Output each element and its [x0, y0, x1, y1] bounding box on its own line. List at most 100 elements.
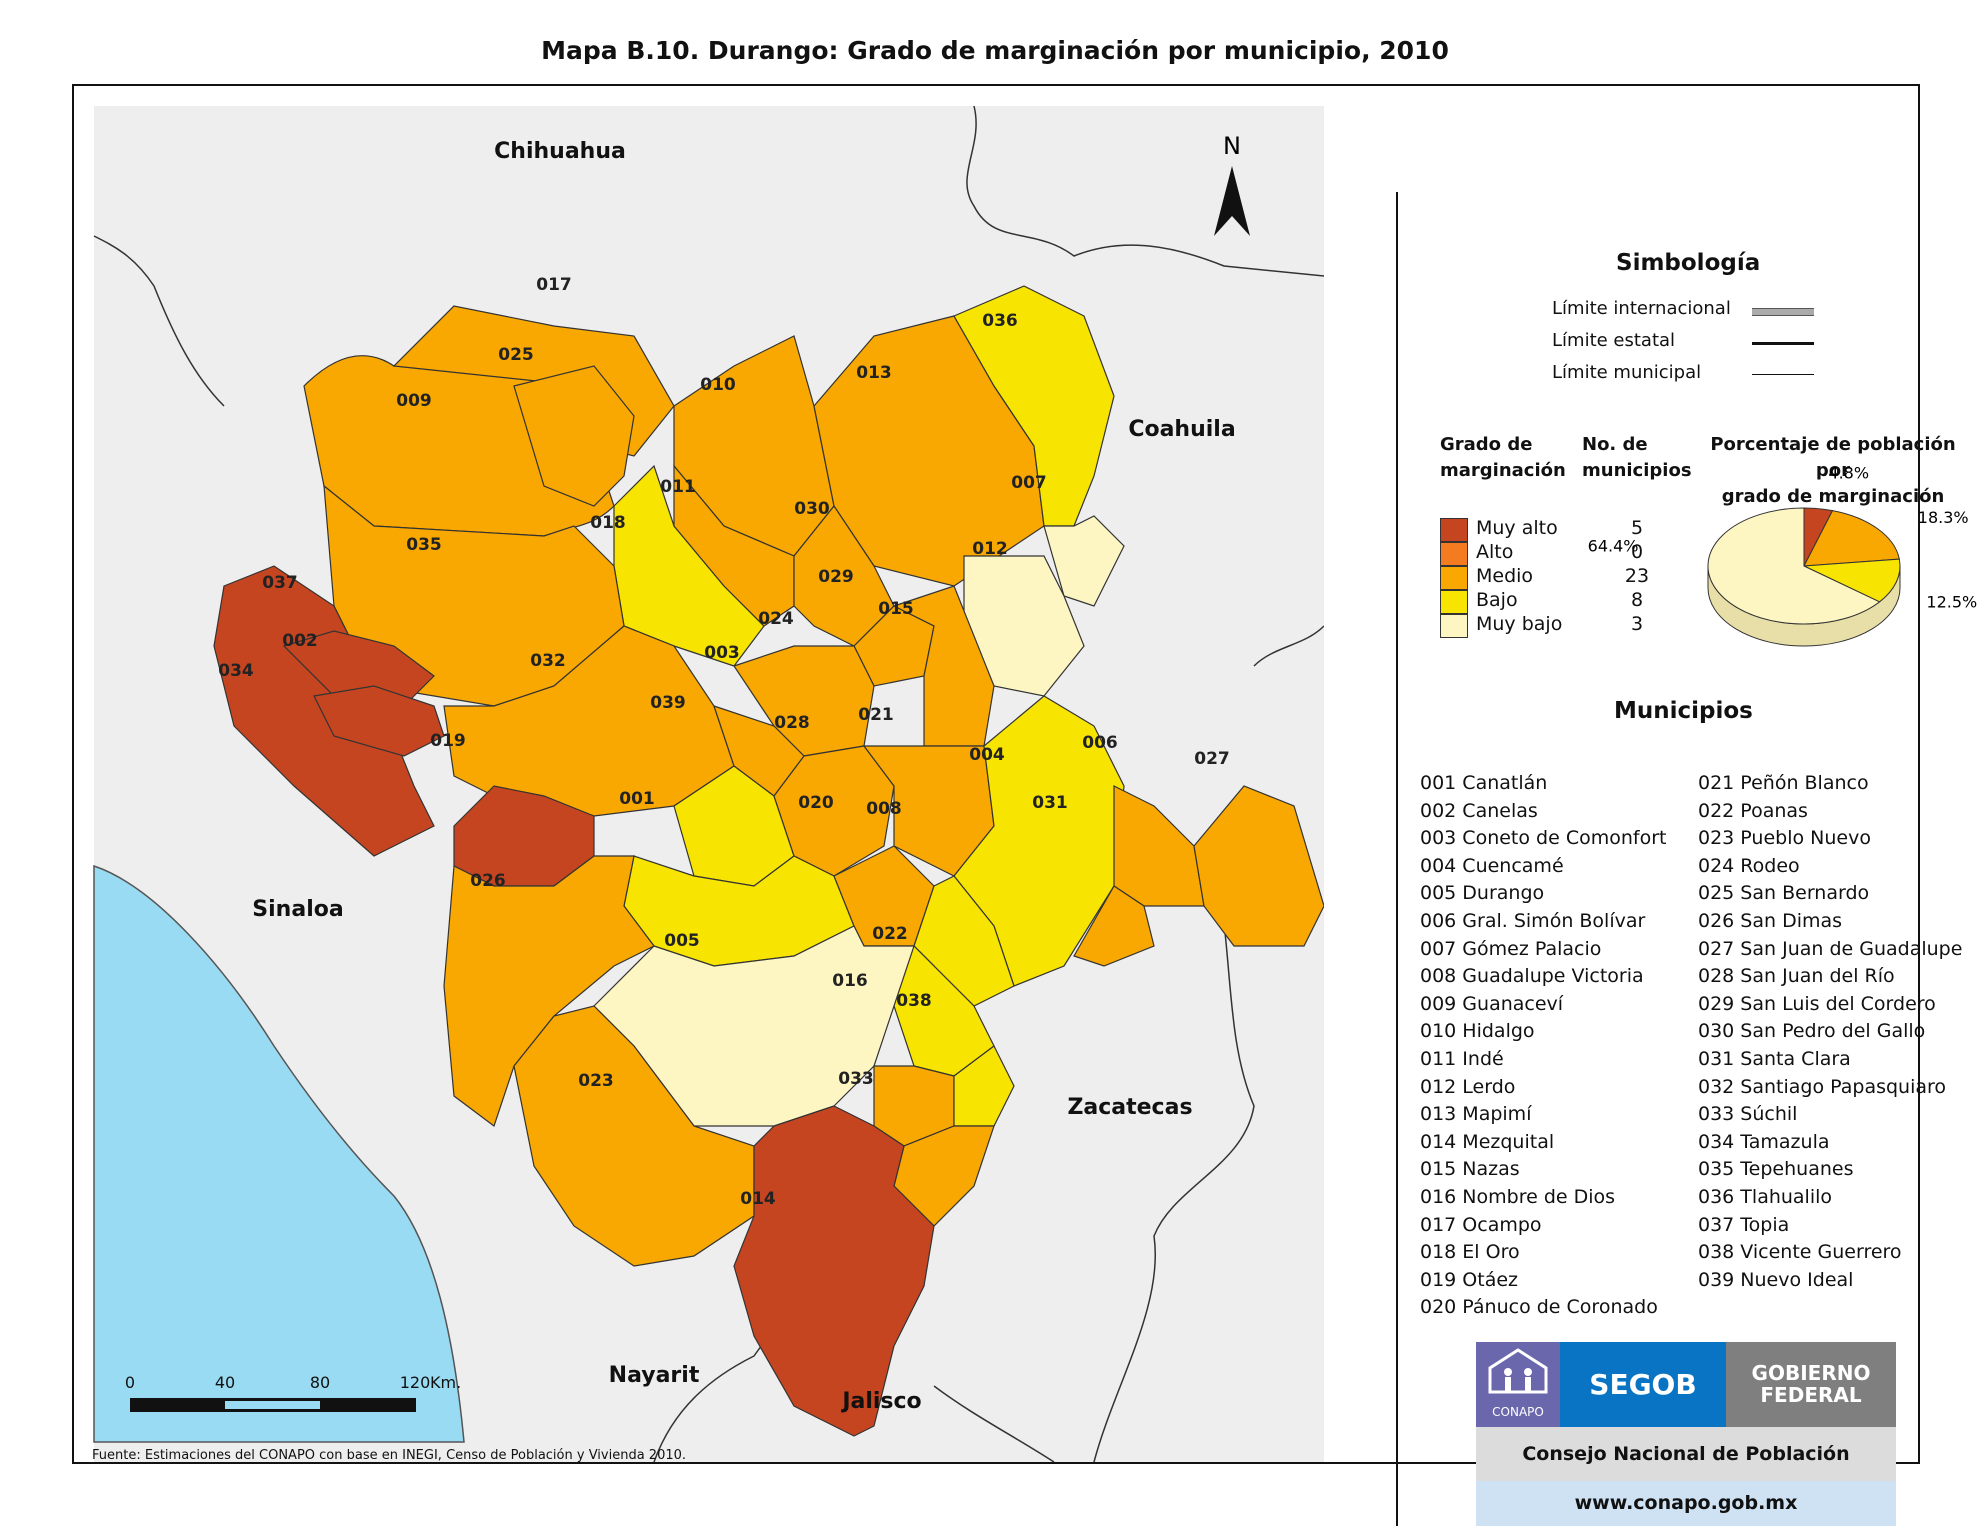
- legend-swatch: [1440, 518, 1468, 542]
- col-grado-header: Grado de marginación: [1440, 432, 1566, 484]
- legend-label: Bajo: [1476, 589, 1518, 611]
- legend-count: 5: [1630, 517, 1644, 539]
- municipio-019: 019 Otáez: [1420, 1268, 1519, 1291]
- municipio-001: 001 Canatlán: [1420, 772, 1548, 794]
- col-no-header: No. de municipios: [1582, 432, 1692, 484]
- municipio-007: 007 Gómez Palacio: [1420, 937, 1602, 960]
- map-label-007: 007: [1011, 473, 1047, 493]
- consejo-label: Consejo Nacional de Población: [1476, 1427, 1896, 1481]
- municipio-011: 011 Indé: [1420, 1048, 1504, 1070]
- limit-international-label: Límite internacional: [1552, 298, 1731, 319]
- map-frame: 001 002 003 004 005 006 007 008 009 010 011 012 013 0…: [72, 84, 1977, 1526]
- website-link[interactable]: www.conapo.gob.mx: [1476, 1481, 1896, 1526]
- legend-label: Muy alto: [1476, 517, 1558, 539]
- scale-unit: Km.: [430, 1373, 461, 1392]
- map-label-010: 010: [700, 375, 736, 395]
- legend-title: Simbología: [1616, 250, 1761, 276]
- map-label-017: 017: [536, 275, 572, 295]
- municipio-036: 036 Tlahualilo: [1698, 1186, 1833, 1208]
- map-label-012: 012: [972, 539, 1008, 559]
- map-label-028: 028: [774, 713, 810, 733]
- pie-label-3: 64.4%: [1588, 536, 1639, 555]
- state-name-nayarit: Nayarit: [609, 1363, 700, 1388]
- municipio-025: 025 San Bernardo: [1698, 882, 1870, 905]
- map-title: Mapa B.10. Durango: Grado de marginación…: [541, 36, 1449, 65]
- municipio-022: 022 Poanas: [1698, 799, 1808, 822]
- map-label-009: 009: [396, 391, 432, 411]
- map-label-018: 018: [590, 513, 626, 533]
- pie-label-1: 18.3%: [1918, 508, 1969, 527]
- scale-bar: 0 40 80 120 Km.: [125, 1373, 461, 1412]
- house-icon: [1488, 1348, 1548, 1394]
- municipio-028: 028 San Juan del Río: [1698, 965, 1895, 988]
- municipio-013: 013 Mapimí: [1420, 1103, 1532, 1126]
- map-label-013: 013: [856, 363, 892, 383]
- municipios-title: Municipios: [1614, 698, 1753, 724]
- legend-count: 8: [1630, 589, 1644, 611]
- north-arrow-icon: [1214, 166, 1250, 236]
- municipio-008: 008 Guadalupe Victoria: [1420, 965, 1644, 988]
- municipio-006: 006 Gral. Simón Bolívar: [1420, 910, 1646, 932]
- col-pct-line2: grado de marginación: [1721, 486, 1945, 507]
- legend-panel: Simbología Límite internacional Límite e…: [1396, 192, 1980, 1526]
- mun-036: [953, 285, 1115, 527]
- map-label-014: 014: [740, 1189, 776, 1209]
- map-label-029: 029: [818, 567, 854, 587]
- municipio-030: 030 San Pedro del Gallo: [1698, 1020, 1926, 1043]
- municipio-033: 033 Súchil: [1698, 1103, 1798, 1126]
- state-name-chihuahua: Chihuahua: [494, 139, 626, 164]
- scale-tick-120: 120: [400, 1373, 431, 1392]
- map-label-023: 023: [578, 1071, 614, 1091]
- map-label-039: 039: [650, 693, 686, 713]
- state-name-zacatecas: Zacatecas: [1067, 1095, 1192, 1120]
- map-label-008: 008: [866, 799, 902, 819]
- map-label-037: 037: [262, 573, 298, 593]
- gobierno-federal-logo: GOBIERNO FEDERAL: [1726, 1342, 1896, 1427]
- municipio-016: 016 Nombre de Dios: [1420, 1186, 1616, 1208]
- conapo-text: CONAPO: [1492, 1405, 1544, 1419]
- mun-031: [1073, 885, 1155, 967]
- municipio-021: 021 Peñón Blanco: [1698, 772, 1869, 794]
- municipio-009: 009 Guanaceví: [1420, 992, 1564, 1015]
- municipio-032: 032 Santiago Papasquiaro: [1698, 1075, 1947, 1098]
- mun-011: [673, 464, 795, 627]
- map-label-015: 015: [878, 599, 914, 619]
- map-label-011: 011: [660, 477, 696, 497]
- municipio-026: 026 San Dimas: [1698, 910, 1843, 932]
- pie-label-0: 4.8%: [1828, 464, 1869, 483]
- municipio-020: 020 Pánuco de Coronado: [1420, 1296, 1658, 1319]
- durango-municipalities: [213, 285, 1324, 1437]
- mun-004: [953, 695, 1125, 987]
- map-label-033: 033: [838, 1069, 874, 1089]
- col-pct-header: Porcentaje de población por grado de mar…: [1698, 432, 1968, 510]
- limit-municipal-symbol: [1752, 374, 1814, 375]
- mun-014: [733, 1105, 935, 1437]
- conapo-logo: CONAPO: [1476, 1342, 1560, 1427]
- map-label-038: 038: [896, 991, 932, 1011]
- legend-label: Medio: [1476, 565, 1534, 587]
- legend-count: 0: [1630, 541, 1644, 563]
- municipio-039: 039 Nuevo Ideal: [1698, 1268, 1854, 1291]
- legend-label: Muy bajo: [1476, 613, 1563, 635]
- map-label-035: 035: [406, 535, 442, 555]
- municipio-034: 034 Tamazula: [1698, 1130, 1830, 1153]
- municipio-024: 024 Rodeo: [1698, 854, 1800, 877]
- scale-tick-0: 0: [125, 1373, 135, 1392]
- municipio-003: 003 Coneto de Comonfort: [1420, 827, 1667, 850]
- municipio-038: 038 Vicente Guerrero: [1698, 1241, 1902, 1264]
- scale-tick-40: 40: [215, 1373, 235, 1392]
- map-label-001: 001: [619, 789, 655, 809]
- limit-international-symbol: [1752, 308, 1814, 316]
- map-label-036: 036: [982, 311, 1018, 331]
- legend-label: Alto: [1476, 541, 1514, 563]
- municipio-023: 023 Pueblo Nuevo: [1698, 827, 1871, 850]
- map-label-005: 005: [664, 931, 700, 951]
- source-note: Fuente: Estimaciones del CONAPO con base…: [92, 1448, 687, 1463]
- state-name-coahuila: Coahuila: [1128, 417, 1235, 442]
- col-grado-line2: marginación: [1440, 460, 1566, 481]
- legend-count: 23: [1624, 565, 1650, 587]
- north-label: N: [1223, 132, 1241, 160]
- pie-slice-2: [1802, 558, 1901, 603]
- municipio-035: 035 Tepehuanes: [1698, 1158, 1854, 1181]
- pacific-ocean: [93, 864, 465, 1443]
